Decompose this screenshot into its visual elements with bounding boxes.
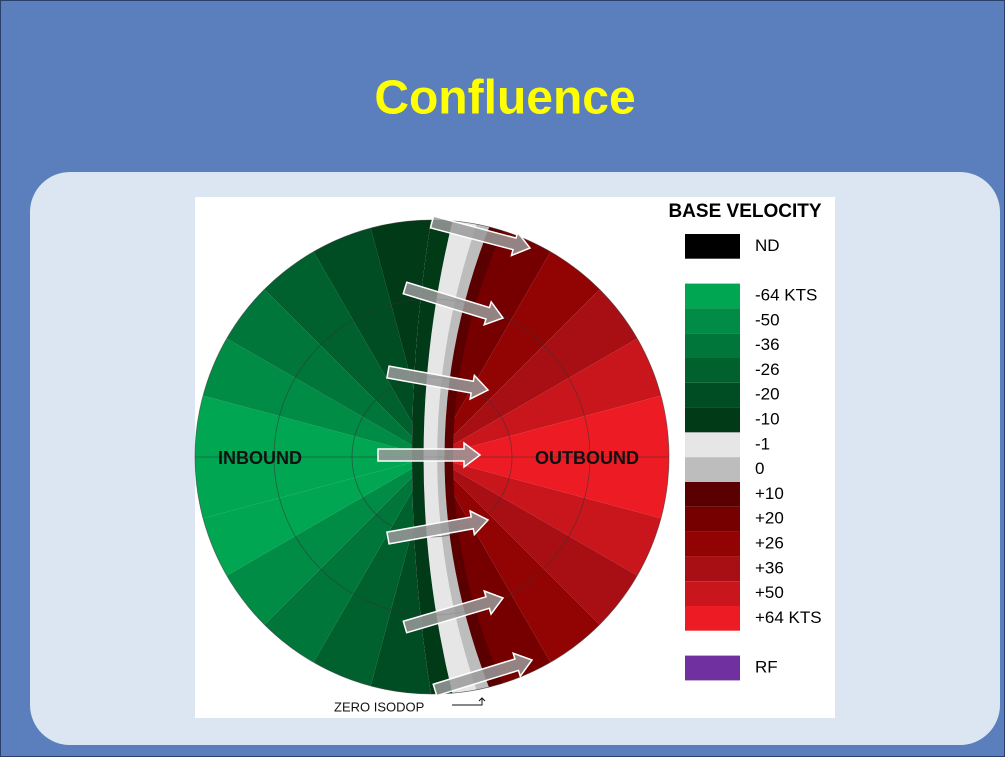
legend-swatch (685, 358, 740, 383)
legend-swatch (685, 234, 740, 259)
legend-label: +64 KTS (755, 608, 822, 627)
legend-swatch (685, 655, 740, 681)
legend-swatch (685, 407, 740, 433)
legend-label: RF (755, 657, 778, 676)
legend-swatch (685, 556, 740, 582)
legend-swatch (685, 457, 740, 482)
legend-swatch (685, 630, 740, 656)
legend-label: +10 (755, 484, 784, 503)
legend-label: -64 KTS (755, 285, 817, 304)
sector (195, 389, 432, 457)
outbound-label: OUTBOUND (535, 448, 639, 468)
sector (248, 231, 432, 457)
zero-isodop-pointer (452, 697, 486, 706)
legend-label: +20 (755, 509, 784, 528)
wind-arrow (429, 215, 532, 257)
sector (302, 220, 432, 457)
sector (432, 327, 669, 457)
sector (432, 389, 669, 457)
wind-arrow (386, 509, 490, 545)
sector (302, 457, 432, 694)
legend-label: +26 (755, 533, 784, 552)
sector (432, 231, 616, 457)
sector (206, 457, 432, 641)
legend-swatch (685, 581, 740, 606)
slide-title: Confluence (374, 72, 635, 125)
sector (206, 273, 432, 457)
zero-isodop-label: ZERO ISODOP (334, 699, 424, 714)
sector (432, 273, 658, 457)
inbound-label: INBOUND (218, 448, 302, 468)
legend-label: 0 (755, 459, 764, 478)
legend-label: +50 (755, 583, 784, 602)
legend-swatch (685, 482, 740, 507)
legend-swatch (685, 606, 740, 631)
wind-arrow (432, 652, 534, 697)
legend-swatch (685, 333, 740, 358)
sector (195, 457, 432, 587)
legend-label: -1 (755, 434, 770, 453)
legend-label: -26 (755, 360, 780, 379)
legend-swatch (685, 432, 740, 458)
sector (195, 327, 432, 457)
legend-swatch (685, 531, 740, 557)
sector (248, 457, 432, 683)
sector (432, 457, 669, 525)
legend-label: -20 (755, 385, 780, 404)
sector (432, 220, 562, 457)
legend-swatch (685, 506, 740, 532)
wind-arrow (402, 281, 505, 327)
legend-label: -10 (755, 409, 780, 428)
legend-label: ND (755, 236, 780, 255)
sector (432, 457, 616, 683)
velocity-field (195, 220, 669, 694)
legend-swatch (685, 382, 740, 408)
wind-arrow (377, 441, 482, 469)
sector (195, 457, 432, 525)
legend-label: -36 (755, 335, 780, 354)
legend-swatch (685, 258, 740, 284)
sector (432, 457, 658, 641)
legend: ND-64 KTS-50-36-26-20-10-10+10+20+26+36+… (685, 234, 822, 681)
legend-swatch (685, 283, 740, 309)
legend-label: -50 (755, 310, 780, 329)
legend-label: +36 (755, 558, 784, 577)
wind-arrows (377, 215, 534, 697)
wind-arrow (386, 365, 490, 401)
wind-arrow (402, 589, 505, 634)
isodop-band (412, 220, 454, 694)
legend-title: BASE VELOCITY (668, 201, 821, 222)
legend-swatch (685, 308, 740, 334)
sector (432, 457, 669, 587)
